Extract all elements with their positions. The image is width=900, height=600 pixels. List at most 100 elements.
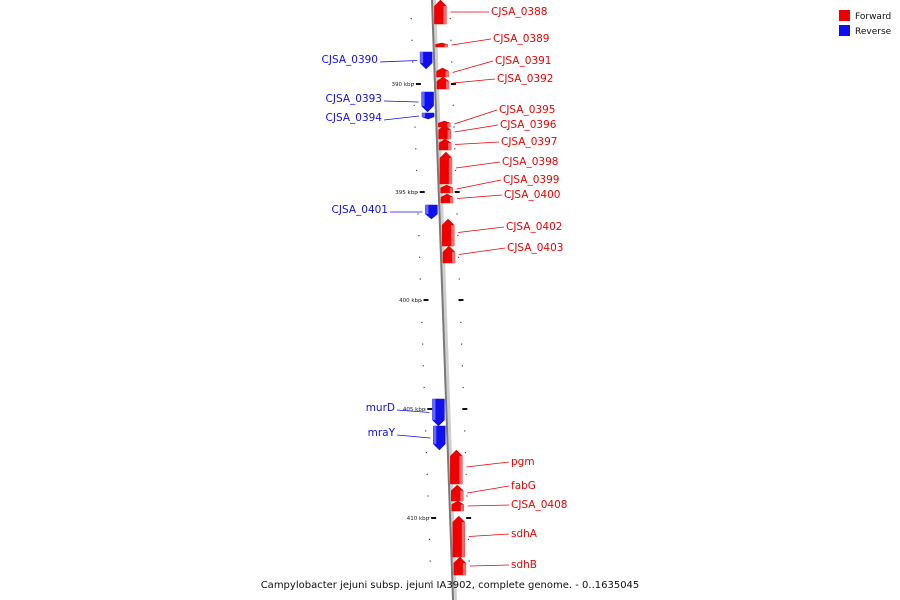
gene-label[interactable]: murD	[366, 402, 395, 414]
gene-label[interactable]: CJSA_0392	[497, 73, 553, 85]
gene-label[interactable]: pgm	[511, 456, 535, 468]
gene-arrow-shade	[447, 123, 451, 127]
minor-tick	[451, 61, 453, 63]
gene-cjsa-0397[interactable]: CJSA_0397	[438, 136, 557, 151]
minor-tick	[421, 321, 423, 323]
gene-label[interactable]: sdhA	[511, 528, 538, 540]
minor-tick	[456, 213, 458, 215]
minor-tick	[430, 582, 432, 584]
gene-sdha[interactable]: sdhA	[452, 515, 538, 558]
gene-arrow-shade	[460, 504, 464, 511]
major-tick-right	[462, 408, 468, 410]
gene-arrow-shade	[422, 113, 426, 117]
gene-label[interactable]: CJSA_0402	[506, 221, 562, 233]
scale-tick-label: 410 kbp	[407, 516, 430, 522]
minor-tick	[417, 213, 419, 215]
gene-label[interactable]: CJSA_0389	[493, 33, 549, 45]
gene-cjsa-0401[interactable]: CJSA_0401	[332, 204, 438, 220]
minor-tick	[411, 39, 413, 41]
gene-cjsa-0393[interactable]: CJSA_0393	[326, 91, 434, 113]
gene-cjsa-0403[interactable]: CJSA_0403	[442, 242, 564, 264]
minor-tick	[450, 39, 452, 41]
gene-cjsa-0400[interactable]: CJSA_0400	[440, 189, 561, 204]
gene-leader-line	[379, 60, 418, 63]
scale-tick-label: 390 kbp	[392, 82, 415, 88]
minor-tick	[423, 386, 425, 389]
gene-arrow-shade	[444, 44, 448, 47]
major-tick-left	[427, 408, 433, 410]
gene-leader-line	[455, 141, 500, 145]
gene-label[interactable]: CJSA_0397	[501, 136, 557, 148]
gene-cjsa-0395[interactable]: CJSA_0395	[438, 104, 555, 128]
major-tick-right	[454, 191, 460, 193]
minor-tick	[426, 473, 428, 475]
gene-label[interactable]: CJSA_0388	[491, 6, 547, 18]
major-tick-left	[415, 83, 421, 85]
gene-arrow-shade	[432, 399, 436, 420]
gene-leader-line	[452, 78, 496, 84]
minor-tick	[454, 169, 457, 172]
minor-tick	[414, 126, 416, 128]
gene-label[interactable]: mraY	[368, 427, 396, 439]
gene-arrow-shade	[420, 52, 424, 64]
major-tick-right	[450, 83, 456, 85]
gene-cjsa-0389[interactable]: CJSA_0389	[435, 33, 550, 48]
gene-label[interactable]: CJSA_0390	[322, 54, 378, 66]
minor-tick	[415, 148, 417, 150]
gene-cjsa-0388[interactable]: CJSA_0388	[434, 0, 547, 25]
caption: Campylobacter jejuni subsp. jejuni IA390…	[261, 580, 640, 591]
minor-tick	[410, 18, 412, 20]
minor-tick	[429, 560, 431, 562]
gene-fabg[interactable]: fabG	[451, 480, 536, 502]
gene-cjsa-0399[interactable]: CJSA_0399	[440, 174, 560, 194]
gene-cjsa-0408[interactable]: CJSA_0408	[451, 499, 568, 512]
major-tick-right	[466, 517, 472, 519]
gene-cjsa-0391[interactable]: CJSA_0391	[436, 55, 552, 78]
gene-leader-line	[396, 434, 431, 439]
gene-cjsa-0390[interactable]: CJSA_0390	[322, 51, 433, 70]
gene-label[interactable]: CJSA_0401	[332, 204, 388, 216]
gene-label[interactable]: CJSA_0399	[503, 174, 559, 186]
gene-arrow-shade	[433, 426, 437, 444]
gene-sdhb[interactable]: sdhB	[453, 556, 537, 576]
major-tick-left	[431, 517, 437, 519]
gene-arrow-shade	[448, 142, 452, 150]
gene-leader-line	[458, 226, 505, 233]
gene-pgm[interactable]: pgm	[450, 449, 535, 485]
gene-label[interactable]: CJSA_0400	[504, 189, 560, 201]
minor-tick	[469, 582, 471, 584]
gene-label[interactable]: CJSA_0395	[499, 104, 555, 116]
gene-label[interactable]: sdhB	[511, 559, 537, 571]
gene-label[interactable]: CJSA_0403	[507, 242, 563, 254]
gene-label[interactable]: CJSA_0408	[511, 499, 567, 511]
gene-cjsa-0398[interactable]: CJSA_0398	[439, 151, 559, 185]
gene-leader-line	[467, 485, 510, 494]
gene-label[interactable]: CJSA_0398	[502, 156, 558, 168]
genome-axis	[431, 0, 454, 600]
gene-label[interactable]: CJSA_0394	[326, 112, 383, 124]
minor-tick	[412, 83, 415, 85]
minor-tick	[413, 104, 415, 106]
gene-label[interactable]: CJSA_0396	[500, 119, 557, 131]
gene-cjsa-0402[interactable]: CJSA_0402	[441, 218, 562, 247]
gene-cjsa-0396[interactable]: CJSA_0396	[438, 119, 557, 140]
gene-mray[interactable]: mraY	[368, 425, 446, 451]
legend-reverse-swatch	[839, 25, 850, 36]
gene-cjsa-0392[interactable]: CJSA_0392	[436, 73, 554, 90]
scale-tick-label: 400 kbp	[399, 298, 422, 304]
gene-arrow-shade	[443, 6, 447, 24]
gene-murd[interactable]: murD	[366, 398, 445, 427]
gene-label[interactable]: CJSA_0391	[495, 55, 551, 67]
legend-forward-label: Forward	[855, 12, 891, 22]
gene-leader-line	[468, 533, 510, 537]
gene-label[interactable]: CJSA_0393	[326, 93, 382, 105]
gene-cjsa-0394[interactable]: CJSA_0394	[326, 112, 435, 124]
minor-tick	[454, 148, 456, 150]
major-tick-left	[423, 299, 429, 301]
gene-label[interactable]: fabG	[511, 480, 536, 492]
major-ticks: 390 kbp 395 kbp 400 kbp 405 kbp 410 kbp	[392, 82, 472, 522]
minor-tick	[427, 495, 429, 497]
minor-tick	[457, 256, 460, 258]
gene-leader-line	[455, 161, 501, 169]
